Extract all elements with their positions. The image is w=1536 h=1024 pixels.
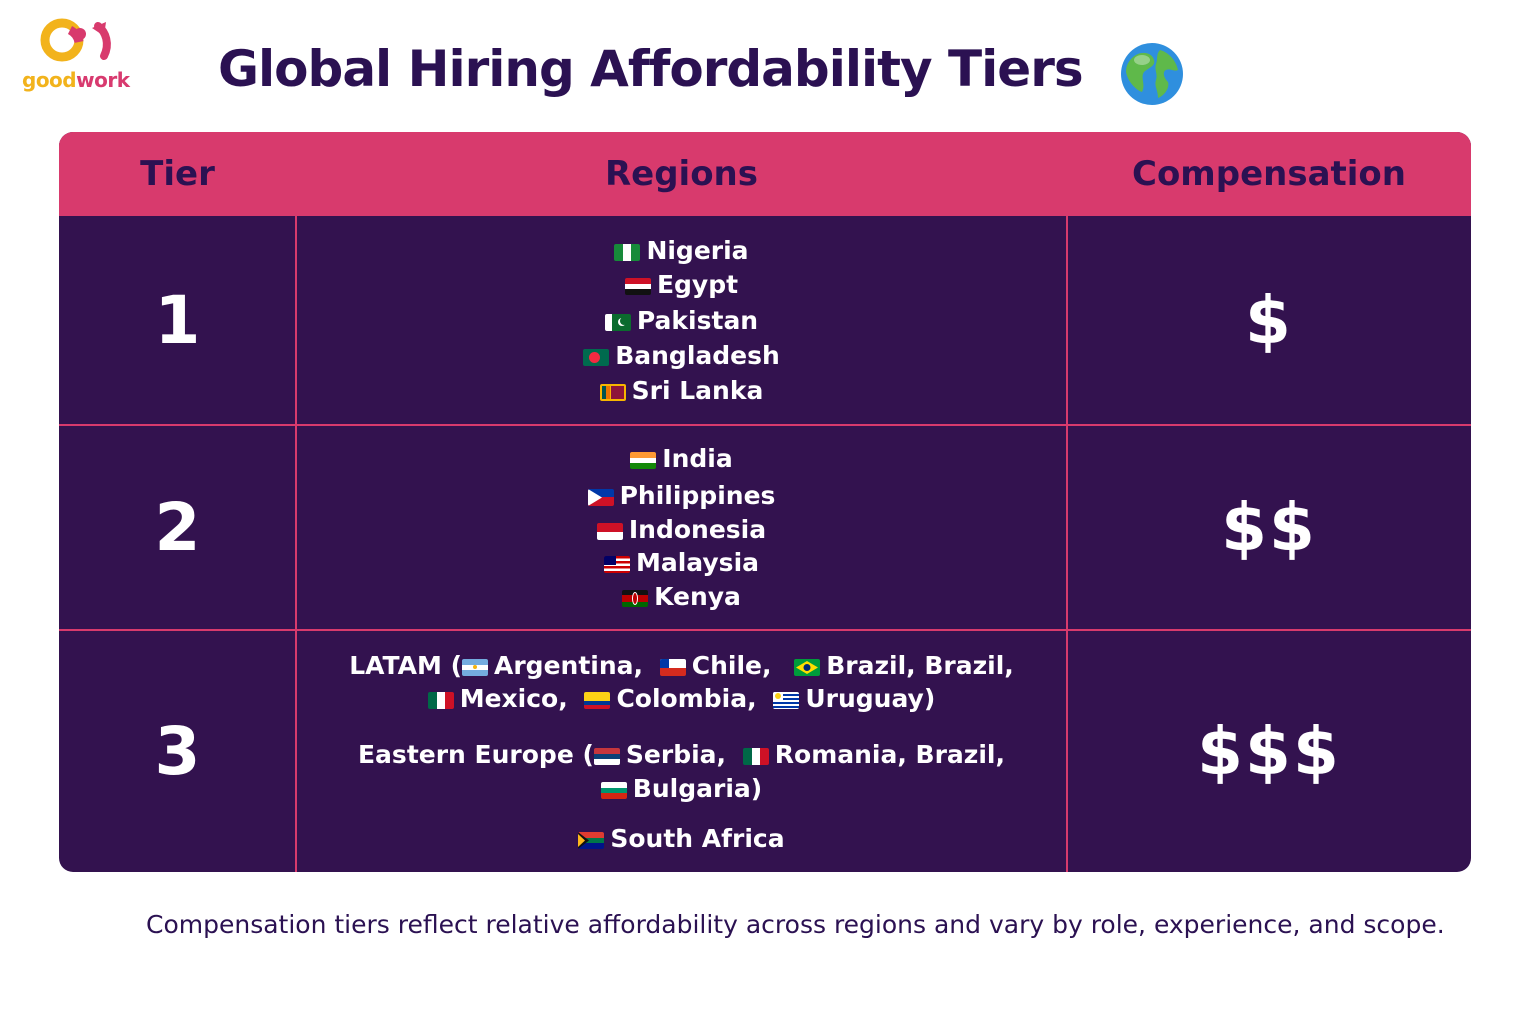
list-item: Philippines	[296, 481, 1067, 511]
eastern-europe-line-2: Bulgaria)	[296, 774, 1067, 804]
region-name: Bulgaria)	[632, 774, 763, 803]
region-name: Indonesia	[628, 515, 767, 544]
latam-line-1: LATAM ( Argentina, Chile, Brazil, Brazil,	[296, 651, 1067, 681]
region-name: Chile,	[691, 651, 772, 680]
header-regions: Regions	[604, 154, 759, 194]
region-name: Bangladesh	[615, 341, 780, 370]
tier-3-number: 3	[154, 713, 201, 790]
mexico-flag-icon	[427, 692, 454, 709]
region-name: Romania, Brazil,	[774, 740, 1005, 769]
tier-3-compensation: $$$	[1197, 713, 1341, 790]
philippines-flag-icon	[587, 489, 614, 506]
pakistan-flag-icon	[604, 314, 631, 331]
region-name: Pakistan	[636, 306, 759, 335]
region-name: Egypt	[656, 270, 739, 299]
tier-1-regions: Nigeria Egypt Pakistan Bangladesh Sri La…	[296, 216, 1067, 424]
brazil-flag-icon	[794, 659, 821, 676]
row-divider	[59, 629, 1471, 631]
globe-icon	[1121, 43, 1183, 105]
malaysia-flag-icon	[603, 556, 630, 573]
bulgaria-flag-icon	[600, 782, 627, 799]
region-name: India	[662, 444, 733, 473]
tier-1-number: 1	[154, 281, 201, 359]
eastern-europe-label: Eastern Europe (	[357, 740, 594, 769]
latam-label: LATAM (	[349, 651, 462, 680]
tier-2-regions: India Philippines Indonesia Malaysia Ken…	[296, 426, 1067, 629]
tier-3-regions: LATAM ( Argentina, Chile, Brazil, Brazil,…	[296, 631, 1067, 872]
region-name: Nigeria	[646, 236, 749, 265]
region-name: Uruguay)	[805, 684, 936, 713]
table-header-row: Tier Regions Compensation	[59, 132, 1471, 216]
footnote: Compensation tiers reflect relative affo…	[146, 910, 1445, 939]
romania-flag-icon	[742, 748, 769, 765]
row-divider	[59, 424, 1471, 426]
list-item: Indonesia	[296, 515, 1067, 545]
region-name: Serbia,	[625, 740, 727, 769]
kenya-flag-icon	[622, 590, 649, 607]
serbia-flag-icon	[593, 748, 620, 765]
list-item: Nigeria	[296, 236, 1067, 266]
bangladesh-flag-icon	[583, 349, 610, 366]
list-item: Kenya	[296, 582, 1067, 612]
page-title: Global Hiring Affordability Tiers	[218, 40, 1084, 98]
region-name: Kenya	[654, 582, 741, 611]
logo-word-good: good	[22, 68, 77, 92]
uruguay-flag-icon	[773, 692, 800, 709]
region-name: South Africa	[610, 824, 785, 853]
list-item: Malaysia	[296, 548, 1067, 578]
logo-mark-icon	[40, 18, 111, 62]
colombia-flag-icon	[584, 692, 611, 709]
region-name: Argentina,	[494, 651, 644, 680]
list-item: India	[296, 444, 1067, 474]
list-item: Bangladesh	[296, 341, 1067, 371]
south-africa-flag-icon	[578, 832, 605, 849]
list-item: Pakistan	[296, 306, 1067, 336]
header-tier: Tier	[140, 154, 215, 194]
argentina-flag-icon	[462, 659, 488, 676]
logo-wordmark: goodwork	[22, 68, 130, 92]
logo-word-work: work	[76, 68, 130, 92]
column-divider	[295, 132, 297, 872]
tier-2-compensation: $$	[1221, 489, 1317, 566]
region-name: Sri Lanka	[631, 376, 764, 405]
region-name: Colombia,	[616, 684, 757, 713]
latam-line-2: Mexico, Colombia, Uruguay)	[296, 684, 1067, 714]
region-name: Brazil, Brazil,	[826, 651, 1014, 680]
region-name: Mexico,	[459, 684, 568, 713]
brand-logo: goodwork	[20, 18, 130, 98]
list-item: South Africa	[296, 824, 1067, 854]
region-name: Philippines	[619, 481, 776, 510]
tier-2-number: 2	[154, 489, 201, 566]
sri-lanka-flag-icon	[599, 384, 626, 401]
column-divider	[1066, 132, 1068, 872]
region-name: Malaysia	[635, 548, 760, 577]
tiers-table: Tier Regions Compensation 1 $ Nigeria Eg…	[59, 132, 1471, 872]
list-item: Egypt	[296, 270, 1067, 300]
egypt-flag-icon	[624, 278, 651, 295]
nigeria-flag-icon	[614, 244, 641, 261]
indonesia-flag-icon	[596, 523, 623, 540]
header-compensation: Compensation	[1132, 154, 1406, 194]
list-item: Sri Lanka	[296, 376, 1067, 406]
india-flag-icon	[630, 452, 657, 469]
chile-flag-icon	[659, 659, 686, 676]
eastern-europe-line-1: Eastern Europe ( Serbia, Romania, Brazil,	[296, 740, 1067, 770]
tier-1-compensation: $	[1245, 281, 1293, 359]
